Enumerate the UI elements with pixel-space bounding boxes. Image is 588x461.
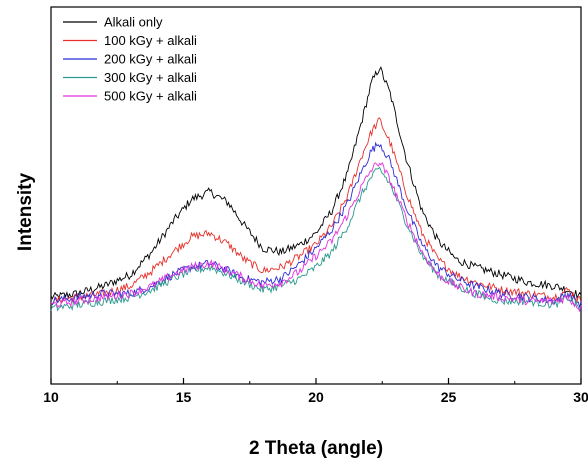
legend-label-200-kgy-alkali: 200 kGy + alkali <box>104 52 197 67</box>
legend: Alkali only 100 kGy + alkali 200 kGy + alk… <box>63 15 197 104</box>
legend-label-500-kgy-alkali: 500 kGy + alkali <box>104 89 197 104</box>
legend-label-alkali-only: Alkali only <box>104 15 163 30</box>
series-layer <box>50 66 582 313</box>
x-axis-title: 2 Theta (angle) <box>249 438 383 459</box>
legend-label-100-kgy-alkali: 100 kGy + alkali <box>104 33 197 48</box>
series-line-100-kgy-alkali <box>50 117 582 306</box>
series-line-500-kgy-alkali <box>50 162 582 313</box>
x-tick-label: 10 <box>43 389 59 405</box>
x-tick-layer: 10 15 20 25 30 <box>43 378 588 405</box>
x-tick-label: 15 <box>176 389 192 405</box>
series-line-300-kgy-alkali <box>50 166 582 312</box>
x-tick-label: 30 <box>573 389 588 405</box>
x-tick-label: 25 <box>441 389 457 405</box>
series-line-alkali-only <box>50 66 582 301</box>
x-tick-label: 20 <box>308 389 324 405</box>
y-axis-title: Intensity <box>15 173 36 252</box>
legend-label-300-kgy-alkali: 300 kGy + alkali <box>104 70 197 85</box>
series-line-200-kgy-alkali <box>50 141 582 308</box>
